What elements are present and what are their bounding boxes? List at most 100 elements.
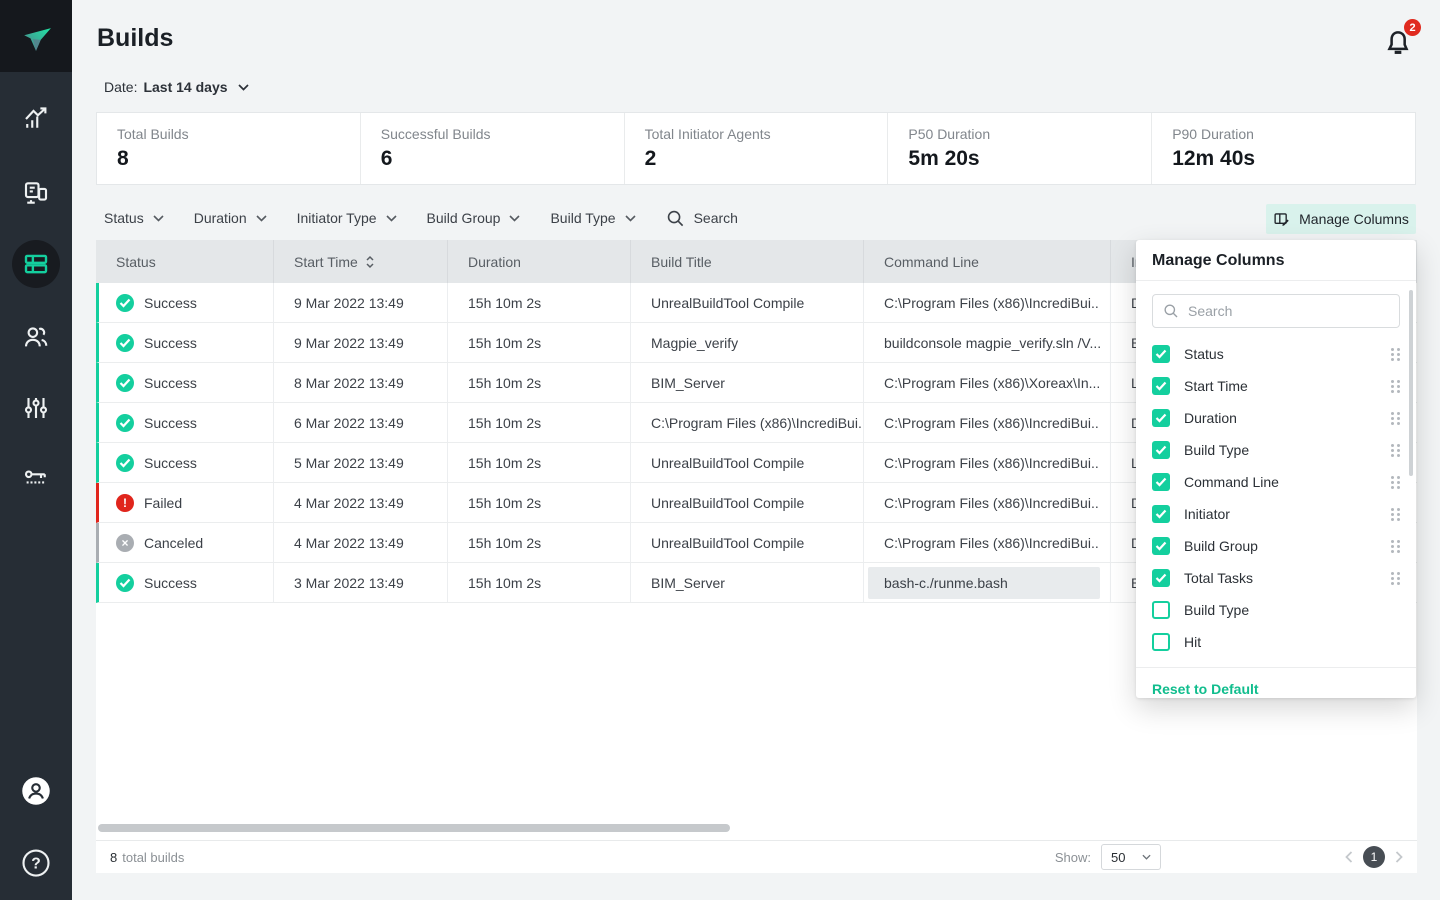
stats-card: Total Builds 8 Successful Builds 6 Total Ini… [96, 112, 1416, 185]
checked-checkbox[interactable] [1152, 409, 1170, 427]
panel-column-label: Build Group [1184, 538, 1258, 554]
sidebar-item-license[interactable] [0, 454, 72, 502]
sidebar-item-account[interactable] [0, 767, 72, 815]
builds-icon [24, 254, 48, 274]
filter-dropdown-initiator-type[interactable]: Initiator Type [297, 210, 397, 226]
date-filter-value: Last 14 days [143, 79, 228, 95]
brand-logo-icon [24, 28, 51, 51]
duration-cell: 15h 10m 2s [447, 443, 630, 482]
command-line-cell: C:\Program Files (x86)\IncrediBui... [863, 443, 1110, 482]
panel-column-item: Total Tasks [1136, 562, 1416, 594]
manage-columns-button[interactable]: Manage Columns [1266, 204, 1416, 234]
panel-column-label: Total Tasks [1184, 570, 1253, 586]
sidebar-item-builds[interactable] [0, 240, 72, 288]
drag-handle-icon[interactable] [1391, 571, 1400, 585]
command-line-value[interactable]: bash-c./runme.bash [868, 566, 1100, 599]
checked-checkbox[interactable] [1152, 473, 1170, 491]
panel-column-item: Build Type [1136, 594, 1416, 626]
panel-column-item: Initiator [1136, 498, 1416, 530]
check-icon [1155, 413, 1167, 423]
checked-checkbox[interactable] [1152, 569, 1170, 587]
table-search-button[interactable]: Search [666, 209, 738, 228]
column-header-build-title[interactable]: Build Title [630, 240, 863, 283]
stat-value: 12m 40s [1172, 147, 1256, 170]
panel-column-item: Command Line [1136, 466, 1416, 498]
status-cell: ! Failed [99, 483, 273, 522]
stat-total-initiator-agents: Total Initiator Agents 2 [623, 113, 888, 184]
stat-p90-duration: P90 Duration 12m 40s [1151, 113, 1415, 184]
build-title-cell: Magpie_verify [630, 323, 863, 362]
chevron-down-icon [256, 214, 267, 222]
users-icon [24, 327, 48, 347]
drag-handle-icon[interactable] [1391, 475, 1400, 489]
filter-dropdown-duration[interactable]: Duration [194, 210, 267, 226]
filter-dropdown-build-group[interactable]: Build Group [427, 210, 521, 226]
checked-checkbox[interactable] [1152, 377, 1170, 395]
previous-page-button[interactable] [1345, 851, 1353, 863]
panel-search-box[interactable] [1152, 294, 1400, 328]
check-icon [1155, 381, 1167, 391]
horizontal-scrollbar[interactable] [98, 824, 730, 832]
start-time-cell: 3 Mar 2022 13:49 [273, 563, 447, 602]
drag-handle-icon[interactable] [1391, 379, 1400, 393]
app-logo[interactable] [0, 0, 72, 72]
page-size-select[interactable]: 50 [1101, 844, 1161, 870]
check-icon [1155, 573, 1167, 583]
check-icon [119, 338, 131, 348]
column-header-start-time[interactable]: Start Time [273, 240, 447, 283]
drag-handle-icon[interactable] [1391, 507, 1400, 521]
panel-column-label: Status [1184, 346, 1224, 362]
panel-column-label: Command Line [1184, 474, 1279, 490]
notifications-button[interactable]: 2 [1380, 19, 1421, 62]
panel-column-label: Duration [1184, 410, 1237, 426]
drag-handle-icon[interactable] [1391, 443, 1400, 457]
stat-p50-duration: P50 Duration 5m 20s [887, 113, 1151, 184]
drag-handle-icon[interactable] [1391, 411, 1400, 425]
svg-text:?: ? [31, 856, 41, 873]
next-page-button[interactable] [1395, 851, 1403, 863]
status-cell: Success [99, 323, 273, 362]
reset-to-default-link[interactable]: Reset to Default [1152, 681, 1259, 697]
stat-label: Successful Builds [380, 126, 491, 142]
check-icon [1155, 541, 1167, 551]
date-filter[interactable]: Date: Last 14 days [104, 79, 249, 95]
checked-checkbox[interactable] [1152, 345, 1170, 363]
status-label: Success [144, 374, 197, 391]
sidebar-item-settings[interactable] [0, 384, 72, 432]
check-icon [1155, 509, 1167, 519]
stat-successful-builds: Successful Builds 6 [359, 113, 624, 184]
column-header-duration[interactable]: Duration [447, 240, 630, 283]
sidebar-item-help[interactable]: ? [0, 839, 72, 887]
checked-checkbox[interactable] [1152, 537, 1170, 555]
column-header-status[interactable]: Status [116, 253, 156, 270]
sidebar-item-analytics[interactable] [0, 95, 72, 143]
checked-checkbox[interactable] [1152, 441, 1170, 459]
current-page-button[interactable]: 1 [1363, 846, 1385, 868]
sort-icon[interactable] [365, 255, 375, 269]
checked-checkbox[interactable] [1152, 505, 1170, 523]
build-title-cell: UnrealBuildTool Compile [630, 443, 863, 482]
sidebar: ? [0, 0, 72, 900]
panel-title: Manage Columns [1136, 240, 1416, 281]
filter-dropdown-status[interactable]: Status [104, 210, 164, 226]
unchecked-checkbox[interactable] [1152, 633, 1170, 651]
status-cell: Success [99, 403, 273, 442]
sidebar-item-agents[interactable] [0, 168, 72, 216]
panel-scrollbar[interactable] [1409, 290, 1413, 476]
command-line-cell: C:\Program Files (x86)\IncrediBui... [863, 483, 1110, 522]
stat-value: 2 [644, 147, 657, 170]
success-status-icon [116, 453, 134, 472]
status-label: Success [144, 414, 197, 431]
filter-dropdown-build-type[interactable]: Build Type [550, 210, 636, 226]
drag-handle-icon[interactable] [1391, 347, 1400, 361]
drag-handle-icon[interactable] [1391, 539, 1400, 553]
success-status-icon [116, 373, 134, 392]
stat-total-builds: Total Builds 8 [97, 113, 360, 184]
table-row[interactable]: × Canceled 4 Mar 2022 13:49 15h 10m 2s Unrea… [96, 523, 1417, 563]
panel-search-input[interactable] [1188, 303, 1389, 319]
sidebar-item-users[interactable] [0, 313, 72, 361]
column-header-command-line[interactable]: Command Line [863, 240, 1110, 283]
search-label: Search [693, 210, 738, 226]
status-cell: Success [99, 283, 273, 322]
unchecked-checkbox[interactable] [1152, 601, 1170, 619]
